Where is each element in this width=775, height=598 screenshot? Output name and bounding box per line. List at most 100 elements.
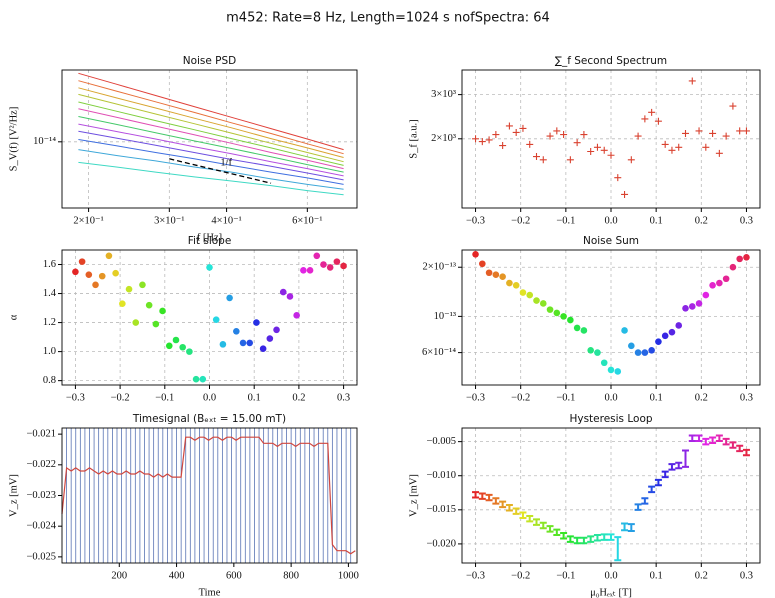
point bbox=[722, 275, 730, 283]
y-tick-label: 10⁻¹³ bbox=[434, 311, 456, 322]
point bbox=[279, 288, 287, 296]
y-axis-label: α bbox=[8, 314, 19, 320]
x-tick-label: −0.3 bbox=[466, 215, 485, 226]
point bbox=[573, 324, 581, 332]
plus-marker bbox=[526, 140, 534, 148]
x-axis-label: μ₀Hₑₓₜ [T] bbox=[590, 587, 632, 598]
error-bar bbox=[729, 441, 737, 449]
point bbox=[98, 272, 106, 280]
x-tick-label: 0.3 bbox=[740, 215, 753, 226]
point bbox=[246, 339, 254, 347]
point bbox=[560, 313, 567, 320]
point bbox=[512, 282, 520, 289]
error-bar bbox=[546, 525, 554, 533]
plus-marker bbox=[519, 124, 527, 132]
y-axis-label: V_z [mV] bbox=[408, 474, 419, 517]
y-tick-label: 10⁻¹⁴ bbox=[33, 136, 56, 147]
x-tick-label: 4×10⁻¹ bbox=[211, 215, 241, 226]
point bbox=[132, 319, 140, 326]
x-tick-label: 3×10⁻¹ bbox=[154, 215, 184, 226]
point bbox=[607, 366, 615, 374]
point bbox=[499, 273, 506, 280]
axes-frame bbox=[61, 427, 358, 564]
x-tick-label: −0.2 bbox=[111, 392, 130, 403]
point bbox=[675, 322, 683, 329]
error-bar bbox=[526, 514, 534, 523]
psd-line bbox=[78, 123, 344, 177]
point bbox=[655, 338, 662, 345]
psd-line bbox=[78, 93, 344, 163]
psd-line bbox=[78, 130, 344, 181]
point bbox=[78, 258, 86, 265]
error-bar bbox=[505, 504, 513, 512]
plus-marker bbox=[573, 139, 581, 147]
y-tick-label: 2×10⁻¹³ bbox=[422, 262, 456, 273]
error-bar bbox=[675, 461, 683, 470]
point bbox=[553, 309, 561, 317]
plus-marker bbox=[485, 136, 493, 144]
error-bar bbox=[614, 536, 622, 562]
plus-marker bbox=[621, 190, 629, 198]
point bbox=[273, 326, 280, 334]
point bbox=[145, 301, 153, 309]
x-tick-label: 0.0 bbox=[604, 570, 617, 581]
point bbox=[695, 300, 703, 307]
plus-marker bbox=[478, 138, 486, 146]
plus-marker bbox=[505, 122, 513, 130]
point bbox=[293, 312, 300, 319]
point bbox=[526, 291, 534, 299]
point bbox=[233, 327, 240, 335]
plus-marker bbox=[627, 156, 635, 164]
error-bar bbox=[600, 533, 608, 541]
y-tick-label: −0.005 bbox=[426, 436, 456, 447]
psd-line bbox=[78, 161, 344, 196]
x-axis-label: f [Hz] bbox=[197, 232, 222, 243]
point bbox=[702, 291, 710, 299]
x-tick-label: 6×10⁻¹ bbox=[292, 215, 322, 226]
point bbox=[313, 252, 321, 260]
point bbox=[165, 342, 173, 350]
point bbox=[259, 345, 267, 353]
y-tick-label: −0.022 bbox=[26, 459, 56, 470]
error-bar bbox=[661, 470, 669, 479]
point bbox=[119, 300, 126, 308]
plus-marker bbox=[600, 146, 608, 154]
annotation-line bbox=[169, 158, 272, 184]
point bbox=[600, 359, 608, 367]
point bbox=[219, 341, 227, 348]
point bbox=[479, 260, 486, 268]
plus-marker bbox=[742, 127, 750, 135]
panel-title: Hysteresis Loop bbox=[569, 413, 652, 425]
y-tick-label: −0.010 bbox=[426, 470, 456, 481]
point bbox=[253, 319, 260, 326]
plus-marker bbox=[634, 132, 642, 140]
error-bar bbox=[668, 463, 676, 471]
x-tick-label: 0.3 bbox=[740, 570, 753, 581]
point bbox=[199, 375, 207, 383]
x-tick-label: 0.2 bbox=[695, 570, 708, 581]
x-tick-label: −0.2 bbox=[511, 392, 530, 403]
panel-title: Noise Sum bbox=[583, 235, 639, 247]
point bbox=[266, 335, 274, 342]
x-tick-label: 0.1 bbox=[650, 392, 663, 403]
plus-marker bbox=[512, 128, 520, 136]
x-tick-label: −0.3 bbox=[466, 570, 485, 581]
y-tick-label: 0.8 bbox=[43, 375, 56, 386]
y-tick-label: −0.020 bbox=[426, 538, 456, 549]
error-bar bbox=[722, 437, 730, 446]
x-tick-label: 0.1 bbox=[650, 570, 663, 581]
point bbox=[472, 250, 479, 258]
point bbox=[539, 300, 547, 307]
error-bar bbox=[682, 449, 689, 468]
error-bar bbox=[715, 434, 723, 442]
point bbox=[492, 271, 500, 279]
point bbox=[736, 255, 743, 263]
plus-marker bbox=[580, 131, 588, 139]
panel-title: Noise PSD bbox=[183, 55, 237, 67]
plus-marker bbox=[560, 131, 568, 139]
plus-marker bbox=[492, 131, 500, 139]
point bbox=[628, 342, 635, 350]
x-tick-label: 2×10⁻¹ bbox=[73, 215, 103, 226]
point bbox=[519, 289, 527, 296]
